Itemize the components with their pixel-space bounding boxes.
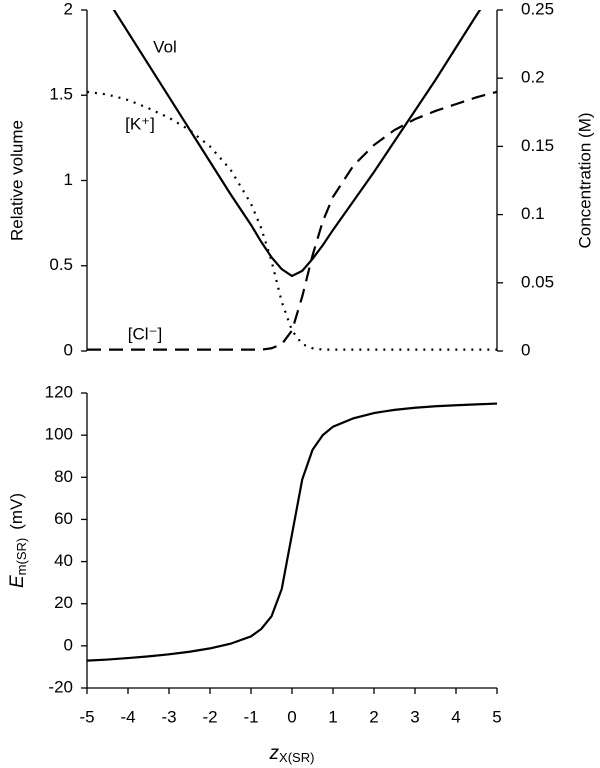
x-tick-label: 3 [410, 707, 419, 726]
y-tick-label: 100 [45, 425, 73, 444]
y-tick-label: 0 [64, 635, 73, 654]
x-tick-label: -5 [79, 707, 94, 726]
x-axis-symbol: z [269, 743, 280, 764]
series-line [87, 402, 497, 662]
x-axis-title: zX(SR) [269, 743, 315, 765]
y2-tick-label: 0.05 [521, 272, 554, 291]
y-tick-label: 120 [45, 382, 73, 401]
y-tick-label: 1.5 [49, 85, 73, 104]
y-tick-label: 80 [54, 467, 73, 486]
x-tick-label: 4 [451, 707, 460, 726]
y-tick-label: 0 [64, 340, 73, 359]
x-tick-label: -3 [161, 707, 176, 726]
x-tick-label: 5 [492, 707, 501, 726]
y2-tick-label: 0.2 [521, 68, 545, 87]
y-tick-label: 0.5 [49, 255, 73, 274]
y-tick-label: 60 [54, 509, 73, 528]
y-axis-title: Em(SR) (mV) [7, 493, 29, 588]
x-tick-label: 1 [328, 707, 337, 726]
series-label: Vol [153, 37, 177, 56]
y2-axis-title: Concentration (M) [575, 112, 594, 248]
series-label: [Cl⁻] [128, 324, 162, 343]
y-tick-label: 1 [64, 170, 73, 189]
x-tick-label: -1 [243, 707, 258, 726]
y-axis-title: Relative volume [7, 120, 26, 241]
y2-tick-label: 0.15 [521, 136, 554, 155]
y-tick-label: 20 [54, 593, 73, 612]
series-line [87, 90, 497, 351]
x-tick-label: 2 [369, 707, 378, 726]
x-tick-label: 0 [287, 707, 296, 726]
y2-tick-label: 0 [521, 340, 530, 359]
x-tick-label: -2 [202, 707, 217, 726]
y-axis-subscript: m(SR) [14, 538, 29, 576]
y2-tick-label: 0.25 [521, 0, 554, 18]
x-axis-subscript: X(SR) [279, 750, 314, 765]
series-line [112, 10, 482, 278]
x-tick-label: -4 [120, 707, 135, 726]
y-axis-symbol: E [7, 575, 28, 588]
y-tick-label: -20 [48, 677, 73, 696]
y-tick-label: 40 [54, 551, 73, 570]
series-label: [K⁺] [125, 114, 155, 133]
y-axis-unit: (mV) [7, 493, 26, 530]
y2-tick-label: 0.1 [521, 204, 545, 223]
y-tick-label: 2 [64, 0, 73, 18]
